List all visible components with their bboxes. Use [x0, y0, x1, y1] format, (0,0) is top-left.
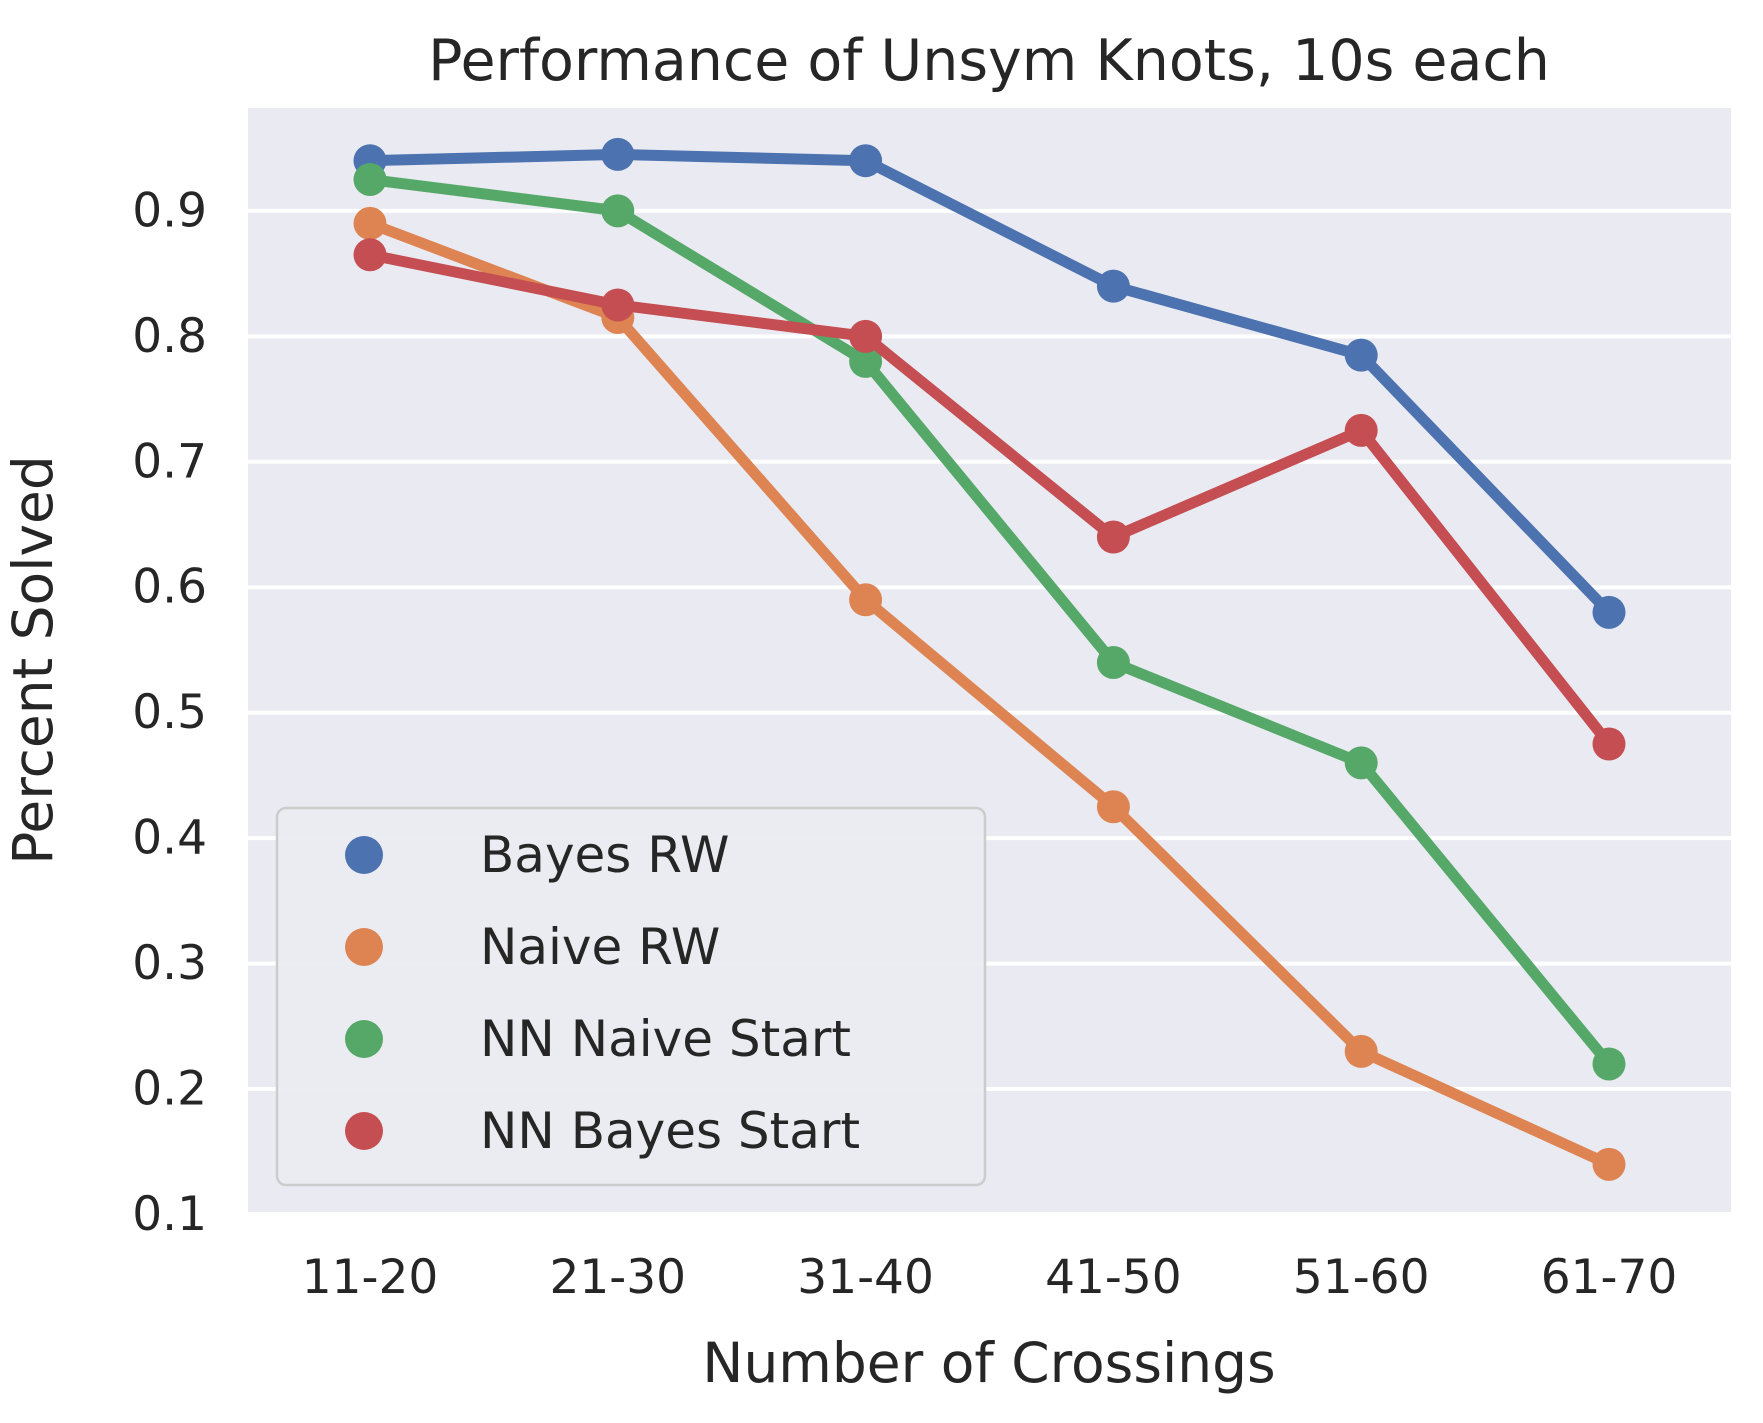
data-series — [353, 137, 1626, 1181]
y-tick-label: 0.8 — [132, 309, 207, 364]
legend-marker — [345, 928, 383, 966]
data-point-marker — [1344, 338, 1378, 372]
data-point-marker — [1592, 1147, 1626, 1181]
data-point-marker — [1096, 520, 1130, 554]
series-line — [364, 174, 1615, 1070]
legend-label: NN Bayes Start — [480, 1102, 860, 1160]
series-line — [364, 148, 1615, 618]
data-point-marker — [353, 238, 387, 272]
data-point-marker — [849, 583, 883, 617]
x-tick-label: 11-20 — [302, 1250, 439, 1305]
data-point-marker — [1592, 727, 1626, 761]
data-point-marker — [601, 288, 635, 322]
legend-label: Bayes RW — [480, 826, 729, 884]
x-tick-label: 61-70 — [1541, 1250, 1678, 1305]
y-tick-label: 0.3 — [132, 936, 207, 991]
legend-label: Naive RW — [480, 918, 720, 976]
series-line — [364, 249, 1615, 750]
series-nn-naive-start — [353, 163, 1626, 1081]
data-point-marker — [1344, 746, 1378, 780]
axis-ticks: 0.9 0.8 0.7 0.6 0.5 0.4 0.3 0.2 0.1 11-20 21-30 31-… — [132, 183, 1677, 1305]
data-point-marker — [1592, 1047, 1626, 1081]
x-tick-label: 21-30 — [550, 1250, 687, 1305]
data-point-marker — [1344, 1034, 1378, 1068]
x-axis-label: Number of Crossings — [702, 1331, 1275, 1395]
y-axis-label: Percent Solved — [1, 455, 65, 865]
y-tick-label: 0.1 — [132, 1187, 207, 1242]
data-point-marker — [849, 319, 883, 353]
x-tick-label: 51-60 — [1293, 1250, 1430, 1305]
y-tick-label: 0.6 — [132, 560, 207, 615]
legend-marker — [345, 1020, 383, 1058]
data-point-marker — [849, 144, 883, 178]
data-point-marker — [601, 194, 635, 228]
legend-marker — [345, 836, 383, 874]
data-point-marker — [849, 344, 883, 378]
data-point-marker — [1096, 269, 1130, 303]
y-tick-label: 0.2 — [132, 1062, 207, 1117]
legend-label: NN Naive Start — [480, 1010, 851, 1068]
chart-title: Performance of Unsym Knots, 10s each — [428, 28, 1550, 94]
data-point-marker — [1592, 595, 1626, 629]
legend: Bayes RW Naive RW NN Naive Start NN Bayes S… — [275, 806, 987, 1187]
x-tick-label: 41-50 — [1045, 1250, 1182, 1305]
legend-box — [275, 806, 987, 1187]
y-tick-label: 0.9 — [132, 183, 207, 238]
data-point-marker — [353, 206, 387, 240]
y-tick-label: 0.4 — [132, 811, 207, 866]
legend-marker — [345, 1112, 383, 1150]
series-nn-bayes-start — [353, 238, 1626, 761]
data-point-marker — [1096, 646, 1130, 680]
y-tick-label: 0.7 — [132, 434, 207, 489]
data-point-marker — [1344, 413, 1378, 447]
x-tick-label: 31-40 — [797, 1250, 934, 1305]
data-point-marker — [353, 163, 387, 197]
data-point-marker — [1096, 790, 1130, 824]
data-point-marker — [601, 137, 635, 171]
y-tick-label: 0.5 — [132, 685, 207, 740]
